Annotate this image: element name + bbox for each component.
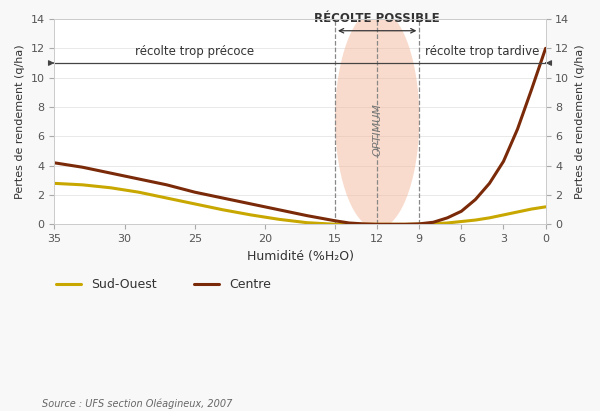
Centre: [472, 197, 479, 202]
Centre: [401, 222, 409, 227]
Sud-Ouest: [528, 207, 535, 212]
Centre: [275, 207, 283, 212]
Centre: [163, 182, 170, 187]
Text: Source : UFS section Oléagineux, 2007: Source : UFS section Oléagineux, 2007: [42, 398, 232, 409]
Sud-Ouest: [331, 222, 338, 226]
Sud-Ouest: [79, 182, 86, 187]
Centre: [542, 46, 549, 51]
Centre: [331, 218, 338, 223]
Line: Sud-Ouest: Sud-Ouest: [55, 183, 545, 224]
Centre: [388, 222, 395, 227]
X-axis label: Humidité (%H₂O): Humidité (%H₂O): [247, 250, 353, 263]
Sud-Ouest: [107, 185, 114, 190]
Centre: [416, 222, 423, 226]
Centre: [528, 87, 535, 92]
Sud-Ouest: [430, 221, 437, 226]
Centre: [51, 160, 58, 165]
Centre: [191, 190, 199, 195]
Centre: [304, 213, 311, 218]
Text: récolte trop tardive: récolte trop tardive: [425, 45, 539, 58]
Sud-Ouest: [444, 221, 451, 226]
Sud-Ouest: [416, 222, 423, 226]
Centre: [346, 221, 353, 226]
Sud-Ouest: [486, 215, 493, 220]
Y-axis label: Pertes de rendement (q/ha): Pertes de rendement (q/ha): [575, 44, 585, 199]
Sud-Ouest: [219, 207, 226, 212]
Sud-Ouest: [346, 222, 353, 227]
Sud-Ouest: [191, 201, 199, 206]
Sud-Ouest: [359, 222, 367, 227]
Centre: [359, 222, 367, 226]
Text: OPTIMUM: OPTIMUM: [372, 103, 382, 155]
Centre: [430, 220, 437, 225]
Sud-Ouest: [458, 219, 465, 224]
Centre: [107, 171, 114, 175]
Centre: [486, 181, 493, 186]
Centre: [79, 165, 86, 170]
Line: Centre: Centre: [55, 48, 545, 224]
Centre: [374, 222, 381, 227]
Polygon shape: [335, 19, 419, 224]
Sud-Ouest: [51, 181, 58, 186]
Centre: [444, 215, 451, 220]
Centre: [135, 176, 142, 181]
Text: récolte trop précoce: récolte trop précoce: [135, 45, 254, 58]
Centre: [514, 127, 521, 132]
Legend: Sud-Ouest, Centre: Sud-Ouest, Centre: [51, 273, 276, 296]
Sud-Ouest: [247, 212, 254, 217]
Sud-Ouest: [374, 222, 381, 227]
Sud-Ouest: [500, 212, 507, 217]
Sud-Ouest: [401, 222, 409, 227]
Y-axis label: Pertes de rendement (q/ha): Pertes de rendement (q/ha): [15, 44, 25, 199]
Sud-Ouest: [163, 196, 170, 201]
Centre: [247, 201, 254, 206]
Sud-Ouest: [135, 190, 142, 195]
Centre: [219, 196, 226, 201]
Sud-Ouest: [325, 222, 332, 226]
Centre: [458, 209, 465, 214]
Sud-Ouest: [514, 210, 521, 215]
Centre: [500, 159, 507, 164]
Sud-Ouest: [472, 217, 479, 222]
Sud-Ouest: [542, 204, 549, 209]
Sud-Ouest: [275, 217, 283, 222]
Sud-Ouest: [304, 220, 311, 225]
Text: RÉCOLTE POSSIBLE: RÉCOLTE POSSIBLE: [314, 12, 440, 25]
Sud-Ouest: [388, 222, 395, 227]
